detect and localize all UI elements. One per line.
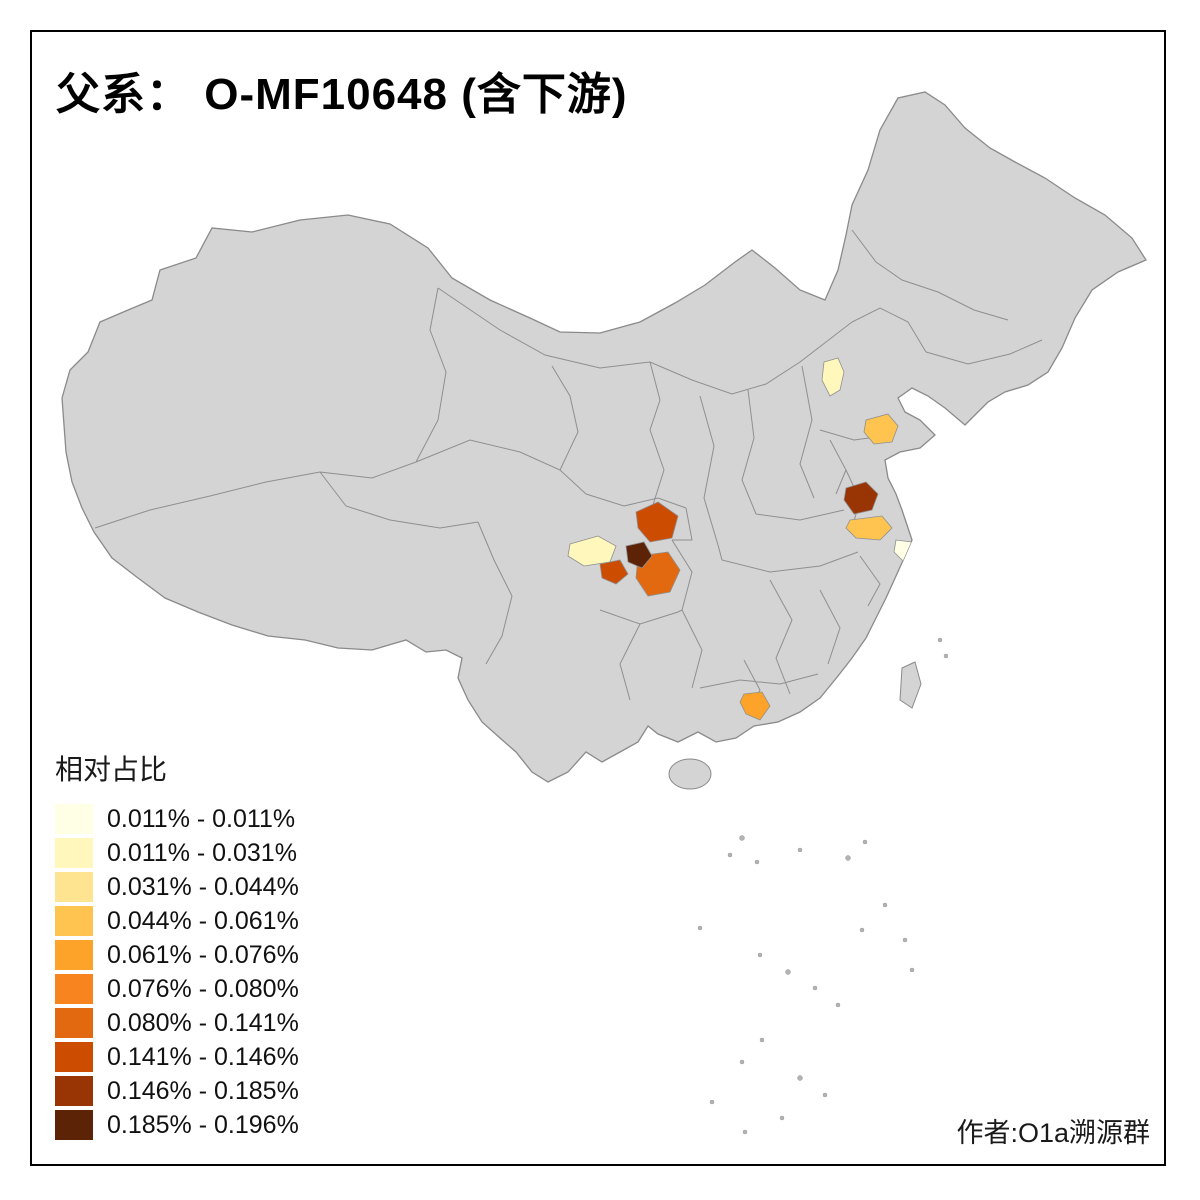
legend-row: 0.011% - 0.011% [55, 804, 299, 834]
region-anhui-dark [843, 481, 879, 515]
legend-label: 0.076% - 0.080% [107, 974, 299, 1003]
taiwan-island [899, 661, 922, 709]
legend-swatch [55, 872, 93, 902]
legend-swatch [55, 974, 93, 1004]
legend-row: 0.031% - 0.044% [55, 872, 299, 902]
region-sichuan-orange [635, 551, 681, 597]
legend-row: 0.185% - 0.196% [55, 1110, 299, 1140]
legend-label: 0.080% - 0.141% [107, 1008, 299, 1037]
legend-row: 0.061% - 0.076% [55, 940, 299, 970]
legend-swatch [55, 906, 93, 936]
legend-label: 0.061% - 0.076% [107, 940, 299, 969]
legend-row: 0.080% - 0.141% [55, 1008, 299, 1038]
region-shandong-coast [863, 413, 899, 445]
legend-swatch [55, 838, 93, 868]
legend-row: 0.141% - 0.146% [55, 1042, 299, 1072]
legend-label: 0.141% - 0.146% [107, 1042, 299, 1071]
region-sichuan-west-red [599, 559, 629, 585]
legend-label: 0.011% - 0.011% [107, 804, 296, 833]
region-sichuan-northeast [635, 501, 679, 543]
legend-label: 0.044% - 0.061% [107, 906, 299, 935]
legend-row: 0.011% - 0.031% [55, 838, 299, 868]
legend-swatch [55, 940, 93, 970]
region-sichuan-dark-core [625, 541, 653, 569]
legend-row: 0.076% - 0.080% [55, 974, 299, 1004]
region-beijing-area [821, 357, 845, 397]
region-jiangsu [845, 515, 893, 541]
hainan-island [668, 758, 712, 790]
legend-swatch [55, 1042, 93, 1072]
page-title: 父系： O-MF10648 (含下游) [56, 70, 628, 119]
region-guangxi-orange [739, 691, 771, 721]
legend-label: 0.011% - 0.031% [107, 838, 297, 867]
sea-islands [697, 637, 949, 1135]
legend-row: 0.044% - 0.061% [55, 906, 299, 936]
legend-label: 0.146% - 0.185% [107, 1076, 299, 1105]
china-outline [61, 91, 1147, 783]
legend-label: 0.031% - 0.044% [107, 872, 299, 901]
legend-swatch [55, 1110, 93, 1140]
legend-label: 0.185% - 0.196% [107, 1110, 299, 1139]
legend: 相对占比 0.011% - 0.011% 0.011% - 0.031% 0.0… [55, 748, 299, 1144]
legend-swatch [55, 804, 93, 834]
attribution-text: 作者:O1a溯源群 [956, 1118, 1150, 1148]
legend-row: 0.146% - 0.185% [55, 1076, 299, 1106]
legend-title: 相对占比 [55, 754, 168, 785]
legend-swatch [55, 1008, 93, 1038]
legend-swatch [55, 1076, 93, 1106]
